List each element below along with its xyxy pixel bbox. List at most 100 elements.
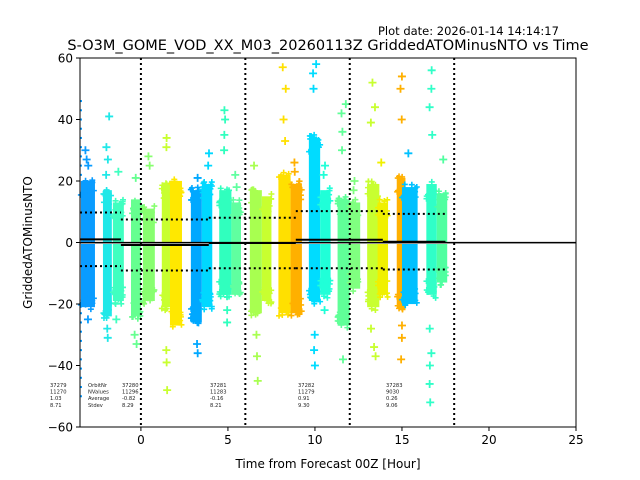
outlier-point [223, 318, 232, 327]
data-point [224, 186, 231, 193]
data-point [342, 308, 349, 315]
data-point [338, 200, 345, 207]
outlier-point [84, 161, 93, 170]
outlier-point [397, 355, 406, 364]
outlier-point [80, 118, 82, 121]
data-band [288, 158, 305, 319]
outlier-point [80, 367, 82, 370]
outlier-point [439, 155, 448, 164]
data-point [177, 309, 184, 316]
data-point [162, 296, 169, 303]
stat-value: 11270 [50, 390, 67, 396]
data-point [381, 202, 388, 209]
data-point [206, 185, 213, 192]
outlier-point [204, 149, 213, 158]
data-point [117, 296, 124, 303]
data-point [428, 178, 435, 185]
x-tick-label: 10 [307, 433, 322, 447]
y-tick-label: 40 [58, 113, 73, 127]
data-point [111, 290, 118, 297]
outlier-point [232, 183, 241, 192]
data-point [142, 293, 149, 300]
outlier-point [279, 115, 288, 124]
data-point [374, 193, 381, 200]
data-point [298, 301, 305, 308]
outlier-point [80, 321, 82, 324]
outlier-point [278, 63, 287, 72]
data-band [168, 176, 185, 330]
data-point [368, 305, 375, 312]
data-point [168, 308, 175, 315]
data-point [384, 278, 391, 285]
data-point [252, 187, 259, 194]
outlier-point [162, 358, 171, 367]
data-point [201, 179, 208, 186]
data-point [280, 169, 287, 176]
y-tick-label: −20 [48, 298, 73, 312]
data-point [401, 181, 408, 188]
data-point [384, 293, 391, 300]
data-point [364, 298, 371, 305]
outlier-point [145, 161, 154, 170]
outlier-point [83, 315, 92, 324]
band-core [190, 190, 202, 323]
y-axis-label: GriddedATOMinusNTO [21, 176, 35, 309]
data-point [90, 295, 97, 302]
data-point [177, 185, 184, 192]
outlier-point [427, 66, 436, 75]
data-band [259, 190, 275, 307]
data-point [313, 136, 320, 143]
y-tick-label: 60 [58, 52, 73, 66]
data-point [406, 293, 413, 300]
data-point [292, 295, 299, 302]
data-point [80, 297, 87, 304]
data-point [216, 291, 223, 298]
data-point [295, 296, 302, 303]
data-point [281, 184, 288, 191]
data-point [434, 203, 441, 210]
outlier-point [80, 349, 82, 352]
band-core [426, 184, 437, 295]
data-point [322, 277, 329, 284]
data-point [295, 180, 302, 187]
outlier-point [102, 143, 111, 152]
outlier-point [103, 333, 112, 342]
data-point [259, 288, 266, 295]
y-tick-label: −40 [48, 359, 73, 373]
outlier-point [338, 127, 347, 136]
data-point [142, 211, 149, 218]
data-point [376, 196, 383, 203]
data-point [194, 184, 201, 191]
data-point [162, 187, 169, 194]
data-band [216, 106, 234, 327]
data-point [134, 209, 141, 216]
data-point [118, 300, 125, 307]
data-point [408, 181, 415, 188]
data-point [83, 180, 90, 187]
data-point [326, 185, 333, 192]
data-point [191, 304, 198, 311]
outlier-point [312, 60, 321, 69]
outlier-point [397, 72, 406, 81]
data-point [368, 194, 375, 201]
stat-value: 0.91 [298, 396, 310, 402]
data-point [408, 296, 415, 303]
data-point [298, 186, 305, 193]
data-point [394, 291, 401, 298]
data-point [158, 185, 165, 192]
stat-value: 37282 [298, 383, 315, 389]
data-point [112, 300, 119, 307]
data-point [236, 279, 243, 286]
band-core [377, 202, 389, 295]
data-point [350, 210, 357, 217]
stat-label: Average [88, 396, 109, 402]
outlier-point [425, 103, 434, 112]
x-tick-label: 15 [394, 433, 409, 447]
outlier-point [144, 152, 153, 161]
outlier-point [290, 158, 299, 167]
outlier-point [221, 115, 230, 124]
stat-value: 1.03 [50, 396, 62, 402]
data-point [384, 212, 391, 219]
data-band [187, 173, 203, 358]
x-tick-label: 0 [137, 433, 145, 447]
